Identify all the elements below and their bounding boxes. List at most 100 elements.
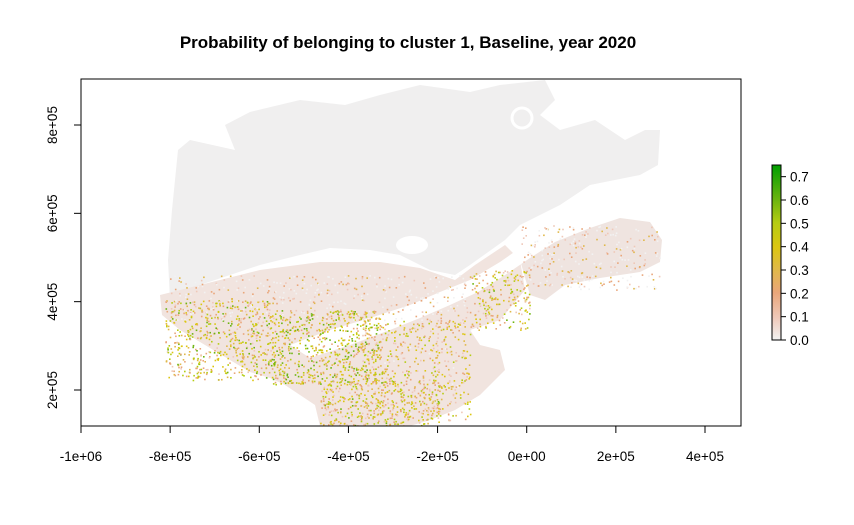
probability-pixel [370,401,372,404]
probability-pixel [271,358,274,361]
probability-pixel [230,338,233,341]
probability-pixel [432,407,435,410]
probability-pixel [561,270,564,272]
probability-pixel [486,288,489,291]
probability-pixel [208,308,210,311]
probability-pixel [483,288,485,290]
probability-pixel [313,314,315,316]
probability-pixel [403,384,405,387]
probability-pixel [403,408,405,411]
probability-pixel [231,311,233,314]
probability-pixel [313,369,315,371]
probability-pixel [361,285,363,288]
probability-pixel [351,405,354,407]
probability-pixel [571,278,574,280]
probability-pixel [447,382,449,385]
probability-pixel [277,335,280,338]
probability-pixel [303,276,306,278]
probability-pixel [551,284,553,286]
probability-pixel [588,280,591,282]
probability-pixel [270,338,273,341]
probability-pixel [248,369,250,372]
probability-pixel [433,379,435,382]
probability-pixel [435,375,437,378]
probability-pixel [379,402,381,405]
probability-pixel [178,280,180,282]
probability-pixel [408,402,410,404]
probability-pixel [459,324,461,326]
probability-pixel [186,287,188,289]
probability-pixel [323,403,326,406]
probability-pixel [287,376,289,378]
probability-pixel [293,297,295,300]
probability-pixel [357,368,360,371]
probability-pixel [178,366,180,369]
probability-pixel [376,329,379,331]
probability-pixel [493,273,496,276]
probability-pixel [224,312,227,315]
probability-pixel [354,383,357,386]
probability-pixel [491,297,493,300]
probability-pixel [495,270,497,273]
probability-pixel [524,299,527,301]
probability-pixel [585,234,588,237]
probability-pixel [529,301,531,304]
probability-pixel [402,396,405,399]
probability-pixel [200,303,203,306]
probability-pixel [185,296,187,299]
probability-pixel [423,387,425,390]
probability-pixel [521,276,523,278]
probability-pixel [405,414,407,416]
probability-pixel [335,319,337,321]
probability-pixel [168,345,171,347]
probability-pixel [327,401,330,403]
probability-pixel [286,319,289,321]
probability-pixel [341,326,343,329]
probability-pixel [434,389,437,391]
probability-pixel [352,327,355,330]
probability-pixel [408,370,410,373]
probability-pixel [179,363,182,366]
probability-pixel [437,319,440,322]
probability-pixel [615,248,618,250]
probability-pixel [339,424,341,426]
probability-pixel [492,298,494,301]
probability-pixel [492,288,495,291]
crater-lake [510,106,534,130]
probability-pixel [343,397,345,399]
probability-pixel [295,382,298,384]
probability-pixel [376,285,378,288]
probability-pixel [275,374,277,377]
probability-pixel [464,326,466,328]
probability-pixel [288,343,291,346]
probability-pixel [375,368,377,370]
probability-pixel [300,318,302,320]
probability-pixel [405,335,407,337]
probability-pixel [236,328,239,330]
probability-pixel [464,287,466,289]
probability-pixel [641,274,644,276]
probability-pixel [170,278,172,280]
probability-pixel [174,345,176,348]
probability-pixel [253,350,256,352]
probability-pixel [235,349,237,352]
probability-pixel [274,362,276,365]
probability-pixel [234,332,237,334]
probability-pixel [454,325,456,327]
probability-pixel [610,234,612,236]
probability-pixel [272,337,274,339]
probability-pixel [255,334,258,337]
probability-pixel [240,310,242,312]
x-tick-label: -8e+05 [149,449,191,464]
probability-pixel [336,353,338,356]
probability-pixel [379,406,382,409]
probability-pixel [380,333,383,336]
probability-pixel [430,321,433,323]
probability-pixel [314,292,317,294]
probability-pixel [200,308,203,311]
probability-pixel [196,324,199,326]
probability-pixel [184,319,186,321]
probability-pixel [227,322,230,324]
probability-pixel [376,324,378,327]
probability-pixel [349,361,351,363]
